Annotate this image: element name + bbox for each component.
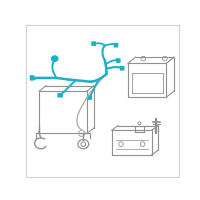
FancyBboxPatch shape [91,41,96,46]
FancyBboxPatch shape [30,75,34,81]
FancyBboxPatch shape [57,93,63,98]
FancyBboxPatch shape [87,95,92,100]
FancyBboxPatch shape [116,58,121,63]
FancyBboxPatch shape [114,43,118,47]
FancyBboxPatch shape [120,66,124,71]
Polygon shape [52,56,58,61]
